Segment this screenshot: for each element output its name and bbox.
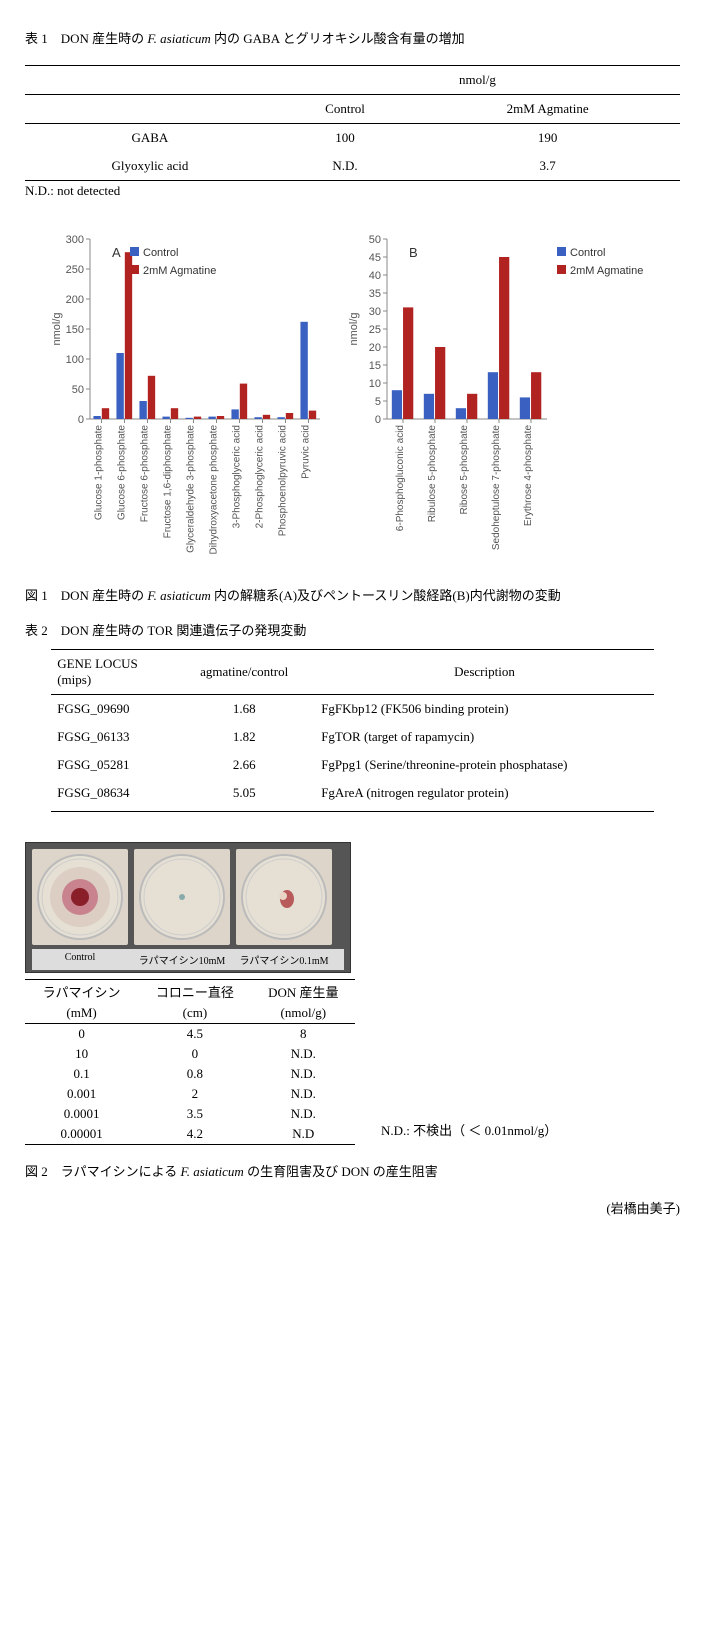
svg-text:15: 15 [369,360,381,372]
figure2-wrap: Control ラパマイシン10mM ラパマイシン0.1mM ラパマイシンコロニー直… [25,842,680,1145]
table-row: FGSG_096901.68FgFKbp12 (FK506 binding pr… [51,695,654,724]
table2-col-desc: Description [315,650,654,695]
svg-text:B: B [409,245,418,260]
table-row: 04.58 [25,1024,355,1045]
svg-text:Dihydroxyacetone phosphate: Dihydroxyacetone phosphate [209,425,220,555]
svg-text:Ribulose 5-phosphate: Ribulose 5-phosphate [427,425,438,523]
chart-b: 0 5 10 15 20 25 30 35 40 45 50 nmol/g 6-Phosphogluco… [345,229,657,569]
svg-text:40: 40 [369,270,381,282]
table1-unit-header: nmol/g [275,66,680,95]
table1-caption-prefix: 表 1 DON 産生時の [25,31,147,46]
svg-text:50: 50 [72,384,84,396]
svg-text:A: A [112,245,121,260]
svg-text:0: 0 [78,414,84,426]
svg-text:Glucose 1-phosphate: Glucose 1-phosphate [94,425,105,521]
table1-caption-suffix: 内の GABA とグリオキシル酸含有量の増加 [211,31,465,46]
table1-note: N.D.: not detected [25,183,680,199]
table1: nmol/g Control2mM Agmatine GABA100190 Gl… [25,65,680,181]
svg-text:10: 10 [369,378,381,390]
table2: GENE LOCUS(mips) agmatine/control Descri… [51,649,654,814]
table1-col-control: Control [275,95,415,124]
table-row: 0.0012N.D. [25,1084,355,1104]
svg-text:nmol/g: nmol/g [348,312,360,345]
table-row: Glyoxylic acidN.D.3.7 [25,152,680,181]
svg-text:45: 45 [369,252,381,264]
svg-text:100: 100 [66,354,84,366]
table-row: FGSG_086345.05FgAreA (nitrogen regulator… [51,779,654,812]
author: (岩橋由美子) [25,1198,680,1217]
svg-text:250: 250 [66,264,84,276]
dish-label: ラパマイシン10mM [134,949,230,970]
svg-text:Ribose 5-phosphate: Ribose 5-phosphate [459,425,470,515]
svg-text:nmol/g: nmol/g [51,312,63,345]
svg-text:2-Phosphoglyceric acid: 2-Phosphoglyceric acid [255,425,266,528]
svg-text:2mM Agmatine: 2mM Agmatine [570,265,643,277]
svg-text:200: 200 [66,294,84,306]
svg-text:30: 30 [369,306,381,318]
table-row: FGSG_061331.82FgTOR (target of rapamycin… [51,723,654,751]
svg-text:25: 25 [369,324,381,336]
svg-text:300: 300 [66,234,84,246]
svg-text:20: 20 [369,342,381,354]
svg-text:Glucose 6-phosphate: Glucose 6-phosphate [117,425,128,521]
figure1-charts: 050100150200250300nmol/gGlucose 1-phosph… [25,229,680,569]
svg-text:Glyceraldehyde 3-phosphate: Glyceraldehyde 3-phosphate [186,425,197,553]
svg-text:3-Phosphoglyceric acid: 3-Phosphoglyceric acid [232,425,243,528]
table2-col-ratio: agmatine/control [173,650,315,695]
svg-text:0: 0 [375,414,381,426]
table1-caption-italic: F. asiaticum [147,31,210,46]
petri-dish [134,849,230,945]
svg-text:Fructose 1,6-diphosphate: Fructose 1,6-diphosphate [163,425,174,539]
svg-text:Phosphoenolpyruvic acid: Phosphoenolpyruvic acid [278,425,289,536]
svg-text:Control: Control [570,247,605,259]
table1-caption: 表 1 DON 産生時の F. asiaticum 内の GABA とグリオキシ… [25,28,680,47]
table-row: 0.10.8N.D. [25,1064,355,1084]
petri-dish [236,849,332,945]
dish-label: ラパマイシン0.1mM [236,949,332,970]
dish-label: Control [32,949,128,970]
svg-text:150: 150 [66,324,84,336]
chart-a: 0 50 100 150 200 250 300 nmol/g Glucose 1-phosph… [48,229,330,569]
svg-text:50: 50 [369,234,381,246]
svg-text:Erythrose 4-phosphate: Erythrose 4-phosphate [523,425,534,527]
svg-text:Control: Control [143,247,178,259]
table-row: FGSG_052812.66FgPpg1 (Serine/threonine-p… [51,751,654,779]
table2-col-locus: GENE LOCUS(mips) [51,650,173,695]
svg-text:Sedoheptulose 7-phosphate: Sedoheptulose 7-phosphate [491,425,502,551]
table-row: GABA100190 [25,124,680,153]
petri-dish-panel: Control ラパマイシン10mM ラパマイシン0.1mM [25,842,351,973]
svg-text:Fructose 6-phosphate: Fructose 6-phosphate [140,425,151,523]
table-row: 0.00013.5N.D. [25,1104,355,1124]
petri-dish [32,849,128,945]
svg-text:Pyruvic acid: Pyruvic acid [301,425,312,479]
svg-text:35: 35 [369,288,381,300]
figure1-caption: 図 1 DON 産生時の F. asiaticum 内の解糖系(A)及びペントー… [25,585,680,604]
table-row: 0.000014.2N.D [25,1124,355,1145]
figure2-table: ラパマイシンコロニー直径DON 産生量 (mM)(cm)(nmol/g) 04.… [25,979,355,1145]
svg-text:5: 5 [375,396,381,408]
svg-text:6-Phosphogluconic acid: 6-Phosphogluconic acid [395,425,406,531]
table-row: 100N.D. [25,1044,355,1064]
svg-text:2mM Agmatine: 2mM Agmatine [143,265,216,277]
table1-col-agmatine: 2mM Agmatine [415,95,680,124]
figure2-note: N.D.: 不検出（ ＜ 0.01nmol/g） [381,1120,557,1139]
figure2-caption: 図 2 ラパマイシンによる F. asiaticum の生育阻害及び DON の… [25,1161,680,1180]
table2-caption: 表 2 DON 産生時の TOR 関連遺伝子の発現変動 [25,620,680,639]
